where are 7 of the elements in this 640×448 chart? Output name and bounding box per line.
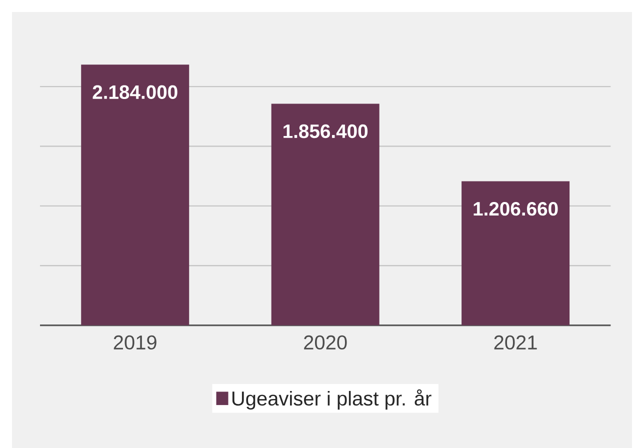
data-label: 1.206.660	[474, 202, 558, 216]
x-tick-label: 2021	[494, 335, 537, 350]
data-label: 1.856.400	[284, 124, 368, 138]
x-tick-label: 2019	[114, 335, 156, 350]
legend-label: Ugeaviser i plast pr. år	[232, 389, 432, 410]
data-label: 2.184.000	[92, 85, 178, 100]
x-tick-label: 2020	[304, 335, 347, 350]
